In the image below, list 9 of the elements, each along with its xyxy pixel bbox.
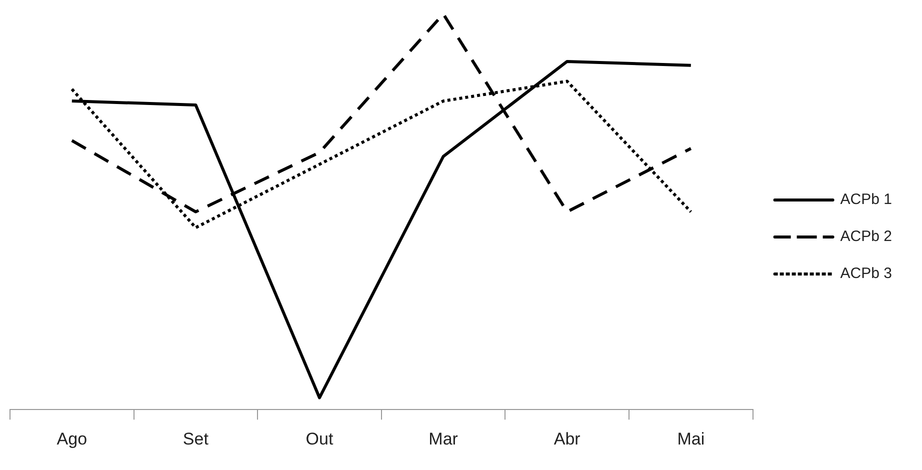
legend-label: ACPb 3	[840, 265, 892, 282]
x-tick-label: Abr	[554, 429, 581, 448]
legend-label: ACPb 1	[840, 191, 892, 208]
x-tick-label: Set	[182, 429, 209, 448]
x-tick-label: Out	[306, 429, 334, 448]
x-tick-label: Ago	[56, 429, 88, 448]
x-tick-label: Mar	[428, 429, 458, 448]
legend-label: ACPb 2	[840, 228, 892, 246]
x-tick-label: Mai	[677, 429, 705, 448]
